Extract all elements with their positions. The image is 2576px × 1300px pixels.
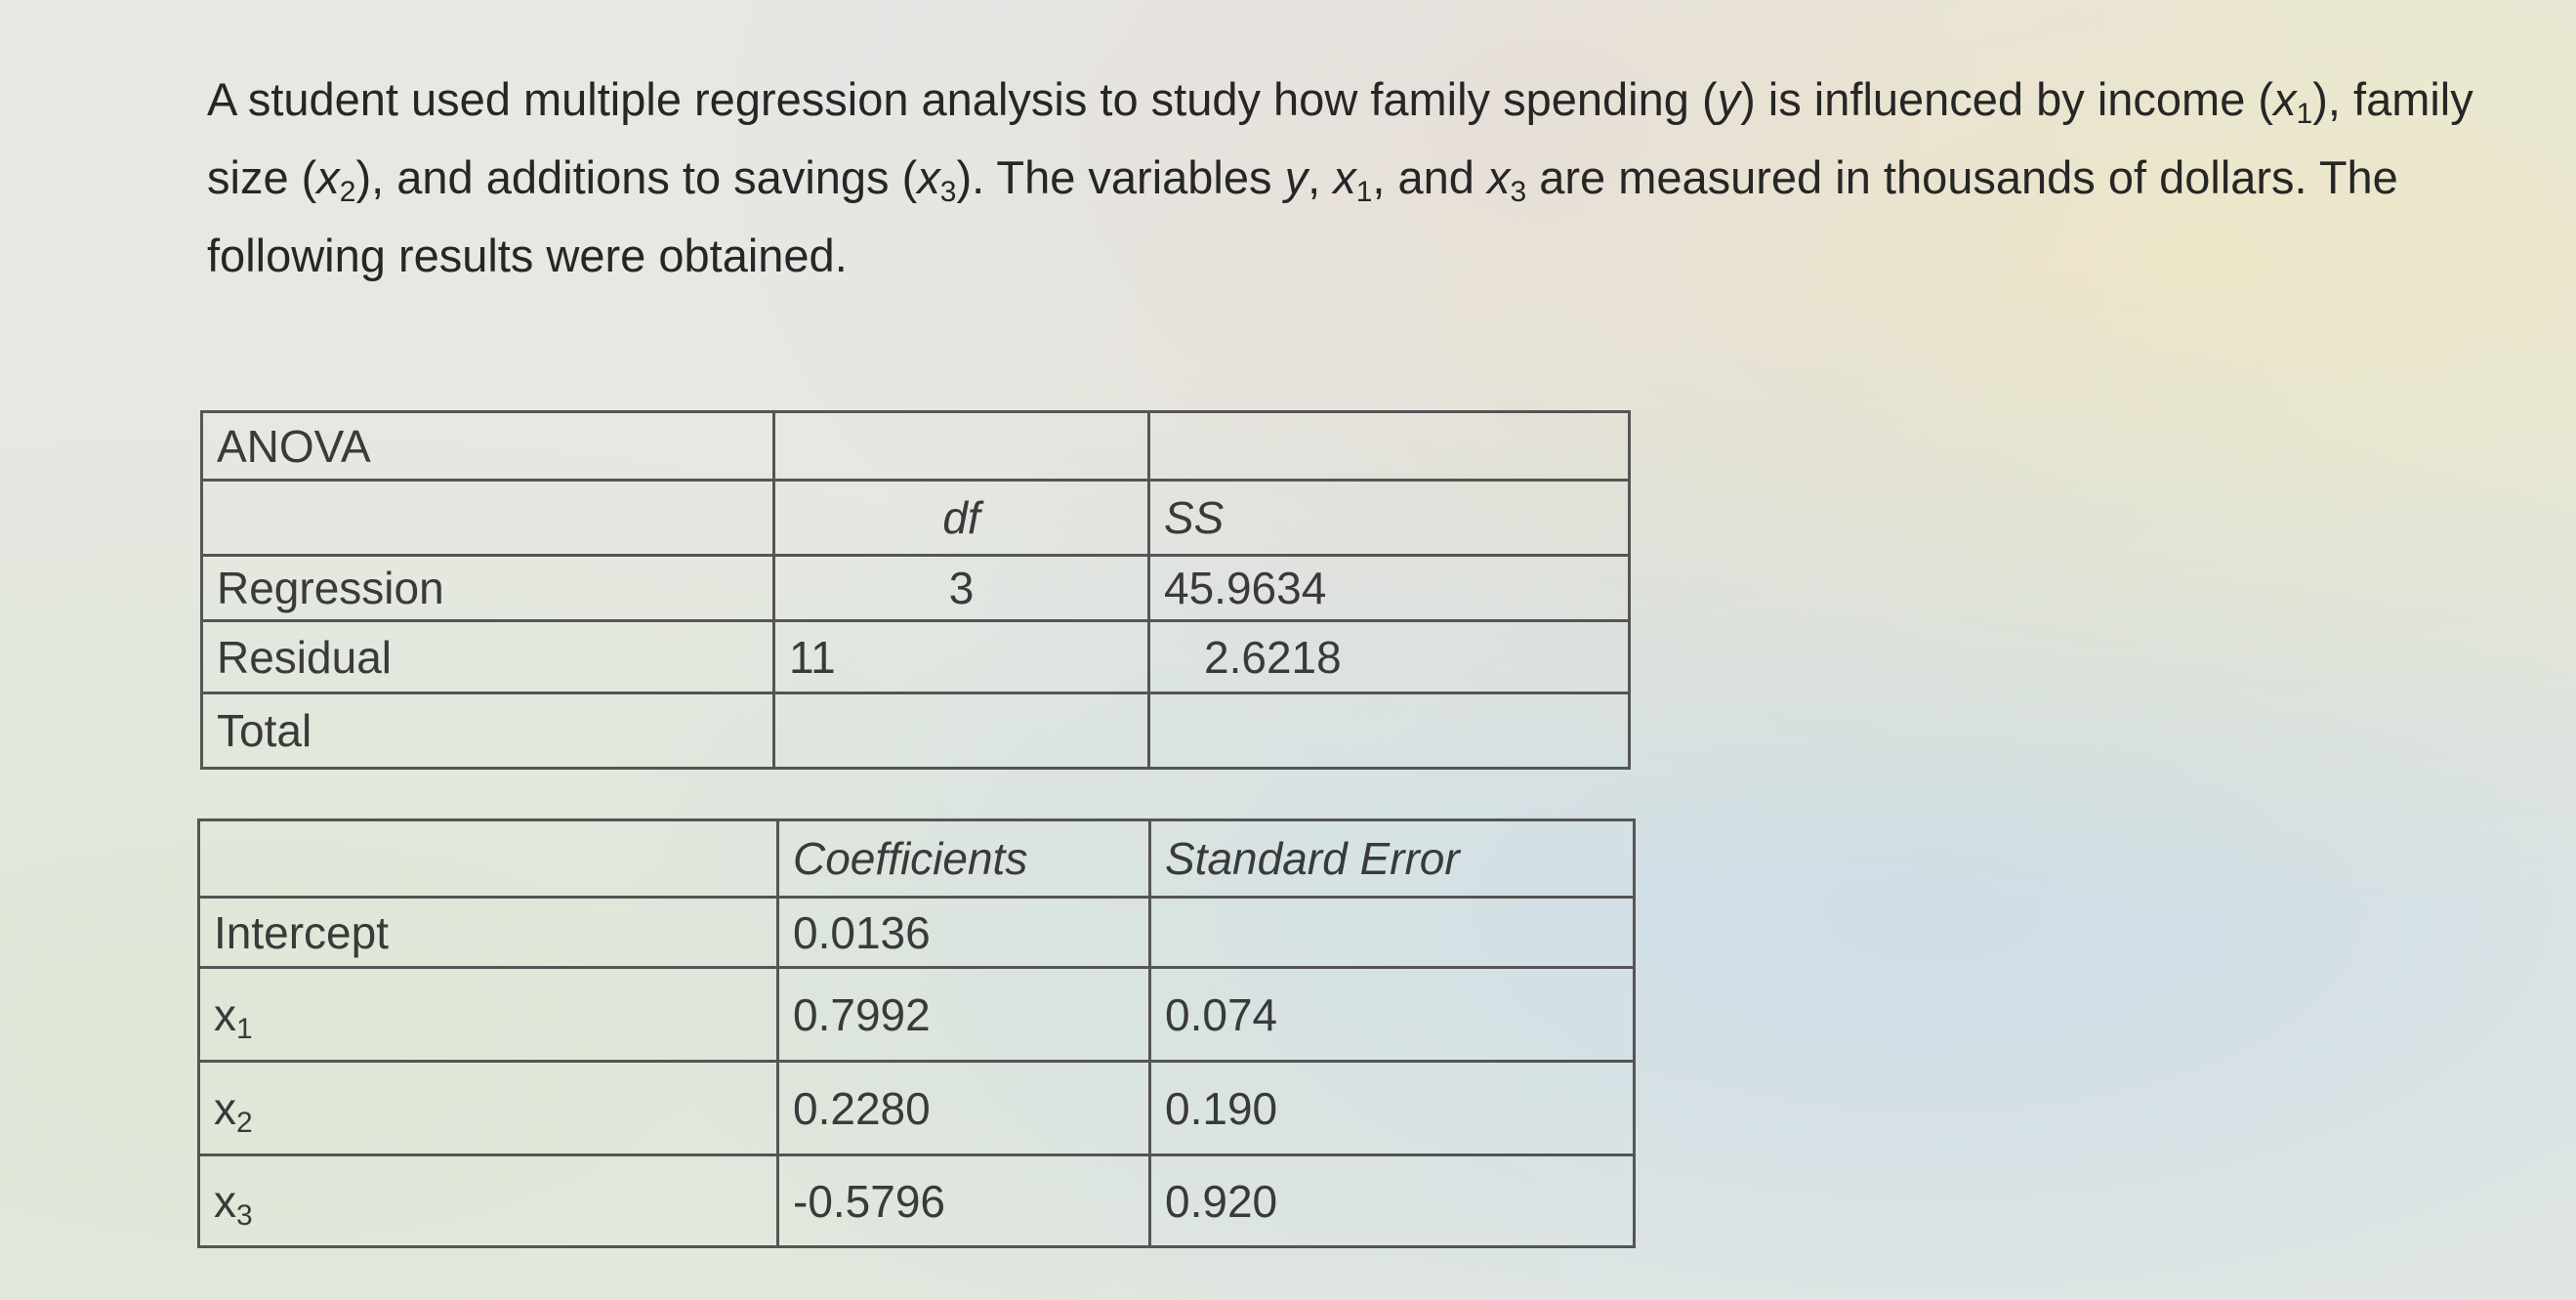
cell: 0.2280	[776, 1060, 1151, 1156]
variable: x	[316, 151, 340, 203]
cell	[1147, 410, 1631, 482]
cell: -0.5796	[776, 1153, 1151, 1248]
text: ,	[1308, 151, 1334, 203]
cell: 0.7992	[776, 966, 1151, 1063]
cell: 0.0136	[776, 896, 1151, 969]
cell	[772, 692, 1150, 770]
cell: 2.6218	[1147, 619, 1631, 694]
subscript: 1	[236, 1012, 253, 1045]
row-label: x3	[197, 1153, 779, 1248]
subscript: 1	[1355, 176, 1373, 208]
variable: x	[214, 988, 236, 1040]
table-title: ANOVA	[200, 410, 775, 482]
variable: x	[917, 151, 940, 203]
column-header: df	[772, 479, 1150, 557]
subscript: 3	[939, 176, 957, 208]
variable: y	[1284, 151, 1309, 203]
variable: y	[1717, 73, 1741, 125]
row-label: Regression	[200, 554, 775, 622]
text: ) is influenced by income (	[1740, 73, 2274, 125]
column-header: Coefficients	[776, 818, 1151, 899]
cell	[1147, 692, 1631, 770]
anova-table: ANOVA df SS Regression 3 45.9634 Residua…	[200, 410, 1631, 770]
subscript: 1	[2296, 98, 2313, 130]
row-label: x2	[197, 1060, 779, 1156]
text: ). The variables	[956, 151, 1285, 203]
column-header: Standard Error	[1148, 818, 1636, 899]
row-label: x1	[197, 966, 779, 1063]
cell	[200, 479, 775, 557]
column-header: SS	[1147, 479, 1631, 557]
text: A student used multiple regression analy…	[207, 73, 1718, 125]
cell: 45.9634	[1147, 554, 1631, 622]
cell	[197, 818, 779, 899]
cell: 0.074	[1148, 966, 1636, 1063]
subscript: 3	[236, 1198, 253, 1232]
coefficients-table: Coefficients Standard Error Intercept 0.…	[197, 818, 1636, 1248]
cell: 0.190	[1148, 1060, 1636, 1156]
cell: 0.920	[1148, 1153, 1636, 1248]
row-label: Intercept	[197, 896, 779, 969]
text: ), family size (	[207, 73, 2473, 203]
problem-text: A student used multiple regression analy…	[207, 61, 2551, 295]
cell: 3	[772, 554, 1150, 622]
text: are measured in thousands of dollars. Th…	[207, 151, 2398, 281]
text: , and	[1372, 151, 1487, 203]
cell: 11	[772, 619, 1150, 694]
text: ), and additions to savings (	[355, 151, 918, 203]
cell	[772, 410, 1150, 482]
row-label: Total	[200, 692, 775, 770]
variable: x	[1486, 151, 1511, 203]
variable: x	[214, 1082, 236, 1134]
variable: x	[2273, 73, 2297, 125]
subscript: 3	[1510, 176, 1527, 208]
row-label: Residual	[200, 619, 775, 694]
subscript: 2	[236, 1106, 253, 1139]
variable: x	[214, 1175, 236, 1227]
cell	[1148, 896, 1636, 969]
variable: x	[1333, 151, 1356, 203]
subscript: 2	[339, 176, 356, 208]
